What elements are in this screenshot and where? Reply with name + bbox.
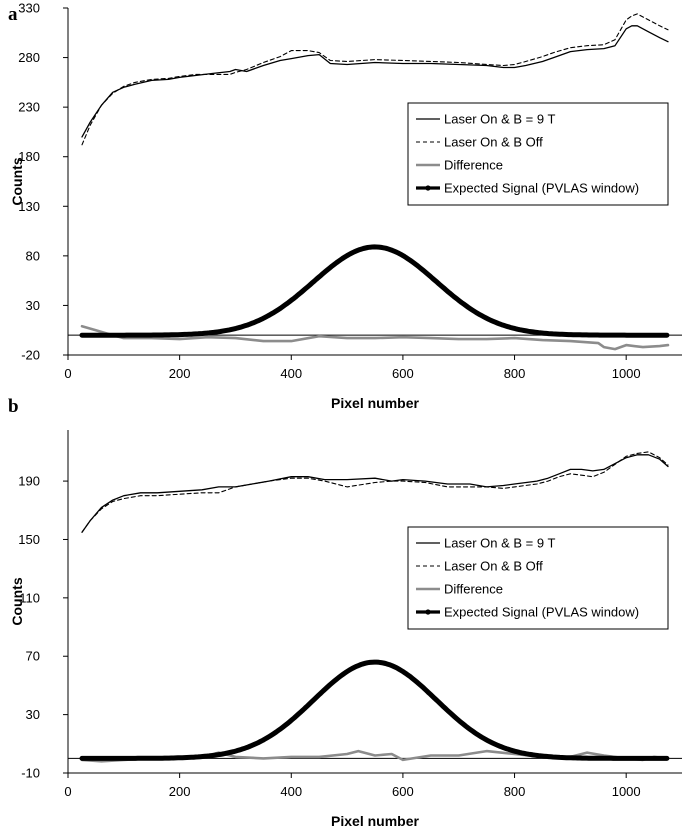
series-line-2 xyxy=(81,13,669,146)
y-tick-label: 80 xyxy=(26,248,40,263)
legend: Laser On & B = 9 T Laser On & B Off Differ… xyxy=(407,102,669,206)
panel-letter: a xyxy=(8,4,18,25)
series-line-3 xyxy=(80,324,670,351)
x-tick-label: 400 xyxy=(280,366,302,381)
x-tick-label: 200 xyxy=(169,784,191,799)
x-tick-label: 0 xyxy=(64,784,71,799)
y-axis-title: Counts xyxy=(9,157,25,205)
y-tick-label: 130 xyxy=(18,199,40,214)
legend-label: Expected Signal (PVLAS window) xyxy=(444,181,639,196)
series-line-4 xyxy=(79,659,670,761)
x-axis-title: Pixel number xyxy=(331,395,419,411)
y-tick-label: -10 xyxy=(21,766,40,781)
chart-panel-b: b -10 30 70 110 150 190 0 200 400 600 800 1000 Pixel … xyxy=(8,396,682,829)
y-tick-label: 70 xyxy=(26,649,40,664)
legend-label: Laser On & B = 9 T xyxy=(444,536,555,551)
series-line-2 xyxy=(81,451,669,533)
y-tick-label: 30 xyxy=(26,707,40,722)
x-tick-label: 0 xyxy=(64,366,71,381)
legend-label: Difference xyxy=(444,582,503,597)
legend-label: Difference xyxy=(444,158,503,173)
legend-box xyxy=(407,526,669,630)
x-tick-label: 1000 xyxy=(612,366,641,381)
legend: Laser On & B = 9 T Laser On & B Off Differ… xyxy=(407,526,669,630)
series-line-4 xyxy=(79,244,670,338)
series-line-1 xyxy=(81,25,669,138)
y-tick-label: 330 xyxy=(18,1,40,16)
legend-box xyxy=(407,102,669,206)
x-tick-label: 200 xyxy=(169,366,191,381)
x-tick-label: 800 xyxy=(504,366,526,381)
y-tick-label: 150 xyxy=(18,532,40,547)
legend-label: Laser On & B Off xyxy=(444,135,543,150)
series-line-1 xyxy=(81,454,669,533)
x-axis-title: Pixel number xyxy=(331,813,419,829)
y-axis-title: Counts xyxy=(9,577,25,625)
legend-marker xyxy=(425,185,431,191)
y-tick-label: 110 xyxy=(19,590,40,605)
x-tick-label: 600 xyxy=(392,366,414,381)
chart-panel-a: a -20 30 80 130 180 230 280 330 0 200 400 600 800 1000… xyxy=(8,1,682,411)
legend-label: Laser On & B = 9 T xyxy=(444,112,555,127)
y-tick-label: 230 xyxy=(18,100,40,115)
y-tick-label: 190 xyxy=(18,474,40,489)
x-tick-label: 1000 xyxy=(612,784,641,799)
x-tick-label: 800 xyxy=(504,784,526,799)
y-tick-label: 280 xyxy=(18,50,40,65)
x-tick-label: 600 xyxy=(392,784,414,799)
legend-label: Laser On & B Off xyxy=(444,559,543,574)
panel-letter: b xyxy=(8,396,19,417)
y-tick-label: -20 xyxy=(21,348,40,363)
legend-marker xyxy=(425,609,431,615)
x-tick-label: 400 xyxy=(280,784,302,799)
y-tick-label: 180 xyxy=(18,149,40,164)
legend-label: Expected Signal (PVLAS window) xyxy=(444,605,639,620)
y-tick-label: 30 xyxy=(26,298,40,313)
